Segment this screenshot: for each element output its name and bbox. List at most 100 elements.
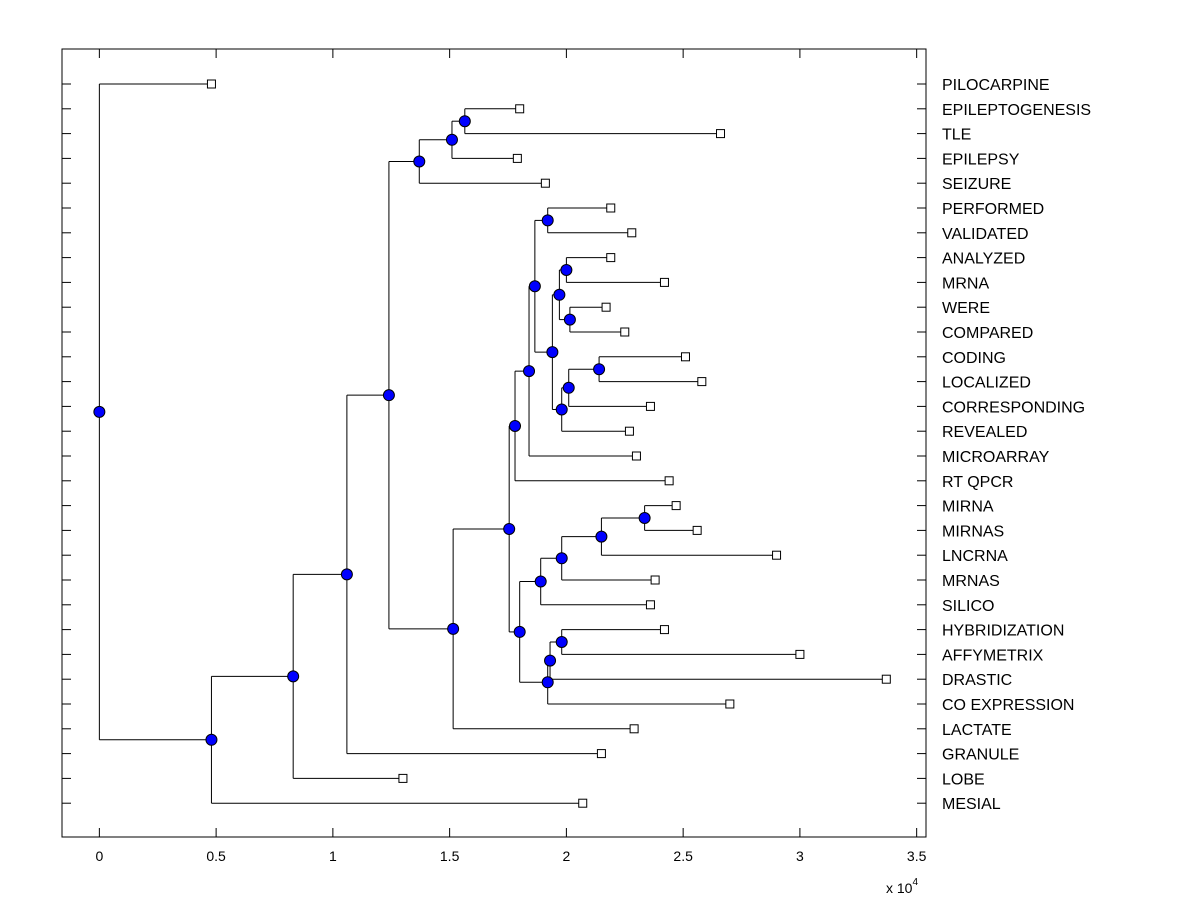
leaf-marker-silico <box>645 600 655 610</box>
node-marker-n_ep2 <box>445 133 458 146</box>
node-marker-n_cl <box>593 363 606 376</box>
leaf-label-were: WERE <box>942 300 990 317</box>
node-marker-n_wc <box>563 313 576 326</box>
leaf-label-hybridization: HYBRIDIZATION <box>942 623 1064 640</box>
leaf-marker-lncrna <box>772 550 782 560</box>
leaf-label-tle: TLE <box>942 127 971 144</box>
leaf-marker-mrna <box>659 277 669 287</box>
node-marker-n_clcr <box>555 403 568 416</box>
leaf-marker-microarray <box>631 451 641 461</box>
node-marker-n_bot <box>513 625 526 638</box>
node-marker-n_maing <box>340 568 353 581</box>
leaf-marker-were <box>601 302 611 312</box>
leaf-label-corresponding: CORRESPONDING <box>942 399 1085 416</box>
leaf-label-seizure: SEIZURE <box>942 176 1011 193</box>
leaf-label-mirna: MIRNA <box>942 499 994 516</box>
node-marker-n_toprt <box>509 419 522 432</box>
leaf-marker-mesial <box>578 798 588 808</box>
x-scale-label: x 104 <box>886 877 918 896</box>
leaf-label-rt-qpcr: RT QPCR <box>942 474 1013 491</box>
leaf-labels: PILOCARPINE EPILEPTOGENESIS TLE EPILEPSY SEI… <box>942 77 1091 813</box>
leaf-label-lncrna: LNCRNA <box>942 548 1008 565</box>
node-marker-n_clc <box>562 381 575 394</box>
x-tick-label: 0.5 <box>206 848 226 864</box>
leaf-label-mrna: MRNA <box>942 275 989 292</box>
leaf-marker-analyzed <box>606 253 616 263</box>
node-marker-n_hadc <box>541 676 554 689</box>
leaf-marker-compared <box>620 327 630 337</box>
leaf-label-localized: LOCALIZED <box>942 375 1031 392</box>
node-marker-n_epi <box>413 155 426 168</box>
leaf-marker-mrnas <box>650 575 660 585</box>
leaf-label-microarray: MICROARRAY <box>942 449 1050 466</box>
leaf-marker-hybridization <box>659 625 669 635</box>
x-tick-label: 2.5 <box>673 848 693 864</box>
x-tick-label: 2 <box>562 848 570 864</box>
leaf-marker-revealed <box>624 426 634 436</box>
leaf-label-drastic: DRASTIC <box>942 672 1012 689</box>
node-marker-n_root2 <box>205 733 218 746</box>
leaf-marker-pilocarpine <box>206 79 216 89</box>
leaf-marker-localized <box>697 377 707 387</box>
x-tick-label: 1.5 <box>440 848 460 864</box>
plot-area-frame <box>61 48 927 838</box>
node-marker-n_ha <box>555 636 568 648</box>
x-scale-exponent: 4 <box>912 877 918 888</box>
node-marker-n_mirlm <box>555 552 568 565</box>
node-marker-n_mir <box>638 512 651 524</box>
leaf-label-co-expression: CO EXPRESSION <box>942 697 1074 714</box>
node-marker-n_amwc <box>553 288 566 301</box>
leaf-label-performed: PERFORMED <box>942 201 1044 218</box>
leaf-label-mrnas: MRNAS <box>942 573 1000 590</box>
leaf-marker-co-expression <box>725 699 735 709</box>
leaf-label-revealed: REVEALED <box>942 424 1027 441</box>
leaf-label-epileptogenesis: EPILEPTOGENESIS <box>942 102 1091 119</box>
leaf-marker-tle <box>716 129 726 139</box>
x-ticks: 0 0.5 1 1.5 2 2.5 3 3.5 <box>95 49 927 864</box>
node-marker-n_pv <box>541 214 554 227</box>
node-marker-n_root <box>93 405 106 418</box>
x-tick-label: 3 <box>796 848 804 864</box>
leaf-marker-coding <box>680 352 690 362</box>
node-marker-n_mirl <box>595 530 608 543</box>
leaf-label-compared: COMPARED <box>942 325 1033 342</box>
x-tick-label: 0 <box>95 848 103 864</box>
leaf-marker-seizure <box>540 178 550 188</box>
node-marker-n_mid <box>546 346 559 359</box>
leaf-marker-mirna <box>671 501 681 511</box>
node-marker-n_topmi <box>523 365 536 378</box>
leaf-marker-lobe <box>398 773 408 783</box>
leaf-marker-rt-qpcr <box>664 476 674 486</box>
node-marker-n_big <box>503 522 516 535</box>
x-tick-label: 3.5 <box>907 848 927 864</box>
leaf-marker-granule <box>596 749 606 759</box>
leaf-marker-epileptogenesis <box>515 104 525 114</box>
leaf-label-analyzed: ANALYZED <box>942 251 1025 268</box>
leaf-label-silico: SILICO <box>942 598 994 615</box>
leaf-label-mirnas: MIRNAS <box>942 523 1004 540</box>
node-marker-n_top <box>528 280 541 293</box>
leaf-label-validated: VALIDATED <box>942 226 1029 243</box>
node-marker-n_maingl <box>287 670 300 683</box>
leaf-marker-lactate <box>629 724 639 734</box>
leaf-marker-drastic <box>881 674 891 684</box>
leaf-label-affymetrix: AFFYMETRIX <box>942 647 1044 664</box>
leaf-marker-performed <box>606 203 616 213</box>
node-marker-n_had <box>544 654 557 667</box>
leaf-markers <box>206 79 891 808</box>
node-marker-n_am <box>560 264 573 276</box>
node-marker-n_ep <box>458 115 471 128</box>
leaf-label-epilepsy: EPILEPSY <box>942 151 1020 168</box>
leaf-label-lactate: LACTATE <box>942 722 1012 739</box>
y-ticks <box>62 83 926 804</box>
node-marker-n_mirlms <box>534 575 547 588</box>
leaf-marker-mirnas <box>692 525 702 535</box>
node-marker-n_main <box>382 389 395 402</box>
leaf-label-pilocarpine: PILOCARPINE <box>942 77 1050 94</box>
node-marker-n_bigl <box>447 622 460 635</box>
node-markers <box>93 115 651 746</box>
leaf-marker-epilepsy <box>512 153 522 163</box>
leaf-marker-affymetrix <box>795 649 805 659</box>
leaf-marker-corresponding <box>645 401 655 411</box>
